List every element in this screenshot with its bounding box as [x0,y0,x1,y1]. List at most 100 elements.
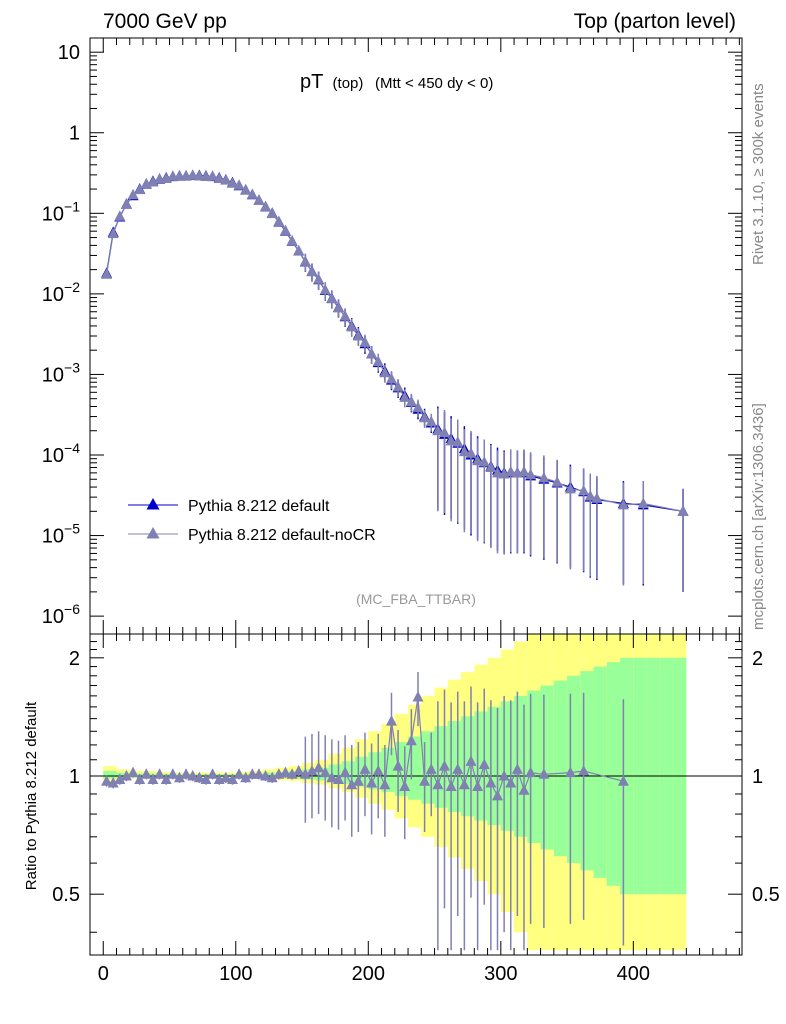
ratio-point [226,773,238,784]
y-tick-label: 10−4 [42,440,80,467]
ratio-point [352,775,364,786]
legend-marker-default [146,498,160,510]
ratio-point [346,778,358,790]
data-point [465,447,477,458]
ratio-point [458,778,470,790]
energy-label: 7000 GeV pp [103,10,227,33]
x-tick-label: 0 [98,963,109,985]
y-tick-label: 0.5 [52,884,80,906]
ratio-ylabel: Ratio to Pythia 8.212 default [23,701,40,890]
x-tick-label: 400 [617,963,650,985]
data-point [240,184,252,195]
legend-label-nocr: Pythia 8.212 default-noCR [188,527,376,544]
ratio-point [538,768,550,779]
x-tick-label: 200 [352,963,385,985]
data-point [299,255,311,266]
ratio-point [279,766,291,778]
data-point [485,461,497,472]
data-point [372,355,384,366]
ratio-point [425,763,437,774]
ratio-point [372,764,384,776]
data-point [438,426,450,438]
ratio-point [193,771,205,783]
data-point [279,224,291,236]
y-tick-label: 1 [69,123,80,145]
data-point [385,372,397,384]
data-point [505,465,517,477]
ratio-point [114,773,126,784]
chart-title: pT (top) (Mtt < 450 dy < 0) [300,71,493,93]
title-main: pT [300,71,323,93]
data-point [677,505,689,516]
ratio-point [564,766,576,778]
main-plot: 10 1 10−1 10−2 10−3 10−4 10−5 10−6 pT (top) (Mt… [42,37,743,635]
y-tick-label: 10−2 [42,279,80,306]
band-green [527,690,541,844]
data-point [346,320,358,332]
ratio-point [286,768,298,779]
data-point [326,292,338,304]
ratio-point [445,780,457,792]
ratio-point [207,768,219,779]
data-point [359,336,371,347]
data-point [538,471,550,483]
ratio-point [313,761,325,773]
data-point [564,482,576,494]
data-point [226,177,238,188]
ratio-point [140,768,152,779]
ratio-point [147,773,159,784]
data-point [584,489,596,501]
ratio-point [253,768,265,779]
data-point [332,301,344,313]
ratio-point [299,768,311,779]
data-point [366,347,378,359]
ratio-point [233,768,245,779]
band-green [262,772,276,778]
data-point [260,200,272,212]
data-point [578,484,590,496]
ratio-point [359,763,371,774]
data-point [392,380,404,392]
title-sub: (top) [333,75,364,92]
ratio-point [472,780,484,792]
ratio-point [578,764,590,776]
data-point [220,174,232,185]
x-tick-label: 300 [484,963,517,985]
watermark: (MC_FBA_TTBAR) [356,591,476,607]
ratio-point [160,773,172,784]
data-point [313,273,325,284]
data-point [617,498,629,510]
band-green [540,685,554,850]
y-tick-label: 1 [752,766,763,788]
data-point [492,466,503,478]
data-point [379,366,391,378]
data-point [339,310,351,321]
data-point [458,445,470,457]
ratio-point [120,770,132,781]
ratio-point [101,775,113,786]
data-point [273,215,285,227]
ratio-point [385,715,397,726]
data-point [478,455,490,467]
ratio-point [465,755,477,766]
data-point [233,179,245,190]
ratio-point [412,690,424,702]
band-green [487,706,501,826]
ratio-point [200,773,212,784]
data-point [253,194,265,205]
data-point [207,170,219,181]
y-tick-label: 10−5 [42,521,80,548]
ratio-point [180,768,192,779]
ratio-point [392,760,404,771]
ratio-point [167,768,179,779]
y-tick-label: 10−3 [42,359,80,386]
ratio-point [306,764,318,776]
band-green [500,701,515,831]
data-point [405,395,417,407]
band-green [103,770,117,779]
ratio-point [511,763,523,774]
ratio-point [187,770,199,781]
title-cond: (Mtt < 450 dy < 0) [375,75,493,92]
data-point [432,424,444,436]
band-green [593,666,607,878]
